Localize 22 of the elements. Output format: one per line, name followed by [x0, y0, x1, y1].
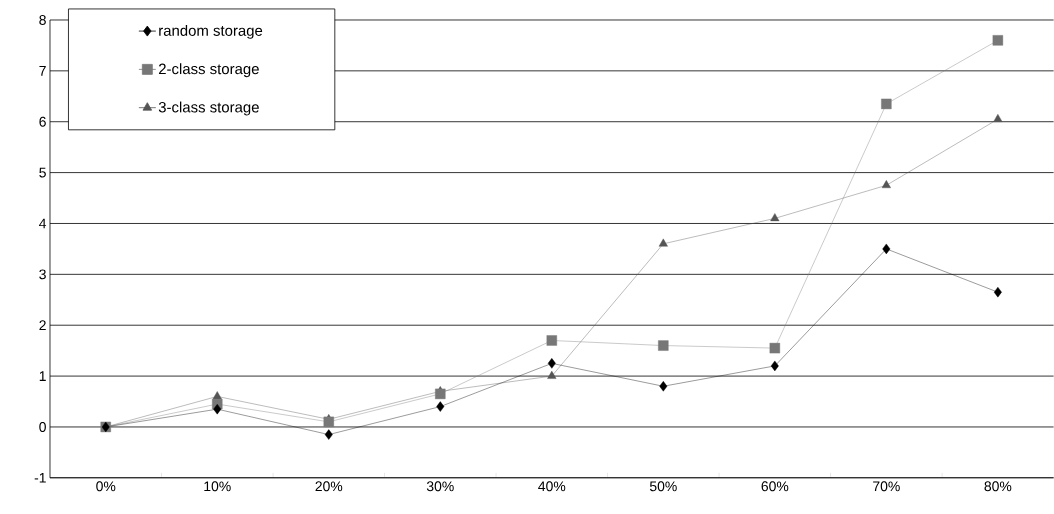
legend-label: random storage — [159, 25, 263, 39]
y-tick-label: 8 — [39, 15, 46, 26]
x-tick-label: 80% — [984, 481, 1012, 492]
y-tick-label: 7 — [39, 66, 46, 76]
y-tick-label: -1 — [34, 473, 46, 483]
x-tick-label: 60% — [761, 481, 789, 492]
y-tick-label: 5 — [39, 167, 46, 178]
y-tick-label: 1 — [39, 371, 46, 381]
x-tick-label: 0% — [96, 481, 116, 492]
y-tick-label: 3 — [39, 269, 46, 280]
x-tick-label: 50% — [649, 481, 677, 492]
legend-label: 2-class storage — [158, 63, 259, 78]
y-tick-label: 6 — [39, 116, 46, 127]
x-tick-label: 10% — [204, 481, 231, 492]
x-tick-label: 70% — [873, 481, 900, 492]
y-tick-label: 4 — [39, 218, 47, 229]
y-tick-label: 0 — [39, 422, 46, 432]
y-tick-label: 2 — [39, 320, 46, 331]
x-tick-label: 30% — [426, 481, 454, 492]
x-tick-label: 20% — [315, 481, 343, 492]
legend-label: 3-class storage — [158, 101, 259, 116]
x-tick-label: 40% — [538, 481, 566, 492]
